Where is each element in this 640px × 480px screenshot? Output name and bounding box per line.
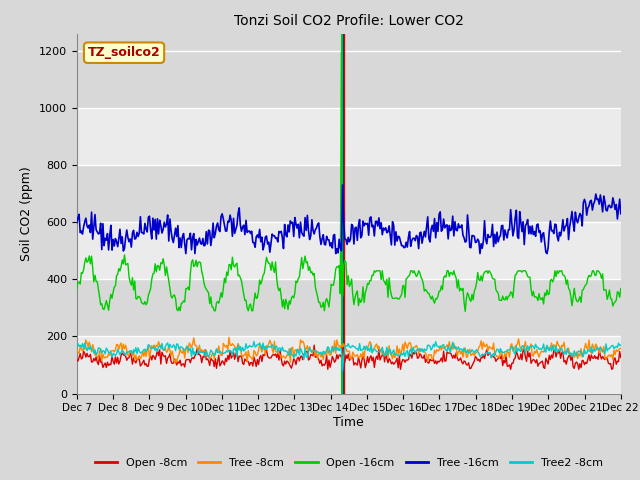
Text: TZ_soilco2: TZ_soilco2 <box>88 46 161 59</box>
Legend: Open -8cm, Tree -8cm, Open -16cm, Tree -16cm, Tree2 -8cm: Open -8cm, Tree -8cm, Open -16cm, Tree -… <box>90 453 607 472</box>
Bar <box>77 336 621 394</box>
Bar <box>77 108 621 165</box>
X-axis label: Time: Time <box>333 416 364 429</box>
Y-axis label: Soil CO2 (ppm): Soil CO2 (ppm) <box>20 166 33 261</box>
Bar <box>77 222 621 279</box>
Title: Tonzi Soil CO2 Profile: Lower CO2: Tonzi Soil CO2 Profile: Lower CO2 <box>234 14 464 28</box>
